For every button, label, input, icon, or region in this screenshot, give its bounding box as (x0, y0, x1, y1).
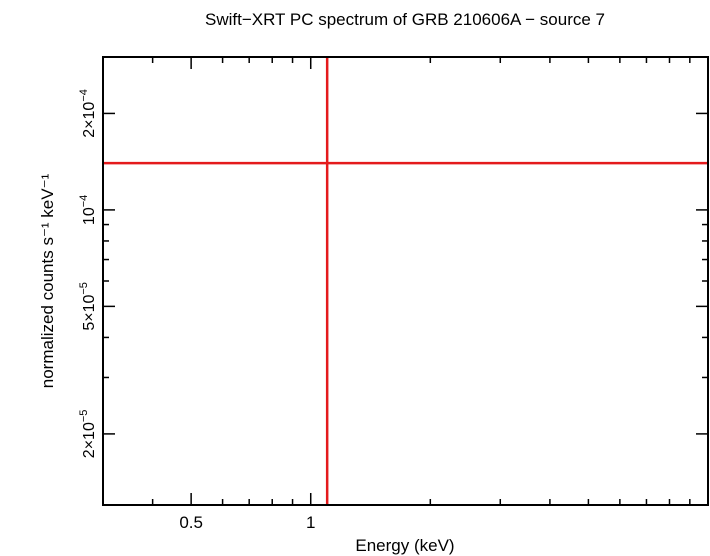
plot-frame (102, 56, 709, 506)
axis-ticks (102, 57, 709, 505)
y-axis-label: normalized counts s⁻¹ keV⁻¹ (38, 173, 57, 388)
data-layer (103, 57, 708, 505)
x-tick-labels: 0.5 1 (179, 513, 315, 532)
y-tick-label: 2×10−5 (78, 410, 98, 459)
x-tick-label: 1 (306, 513, 315, 532)
y-tick-label: 10−4 (78, 195, 98, 225)
y-tick-label: 2×10−4 (78, 89, 98, 138)
y-tick-label: 5×10−5 (78, 282, 98, 331)
chart-title: Swift−XRT PC spectrum of GRB 210606A − s… (205, 10, 605, 29)
y-tick-labels: 2×10−5 5×10−5 10−4 2×10−4 (78, 89, 98, 458)
x-axis-label: Energy (keV) (355, 536, 454, 555)
x-tick-label: 0.5 (179, 513, 203, 532)
